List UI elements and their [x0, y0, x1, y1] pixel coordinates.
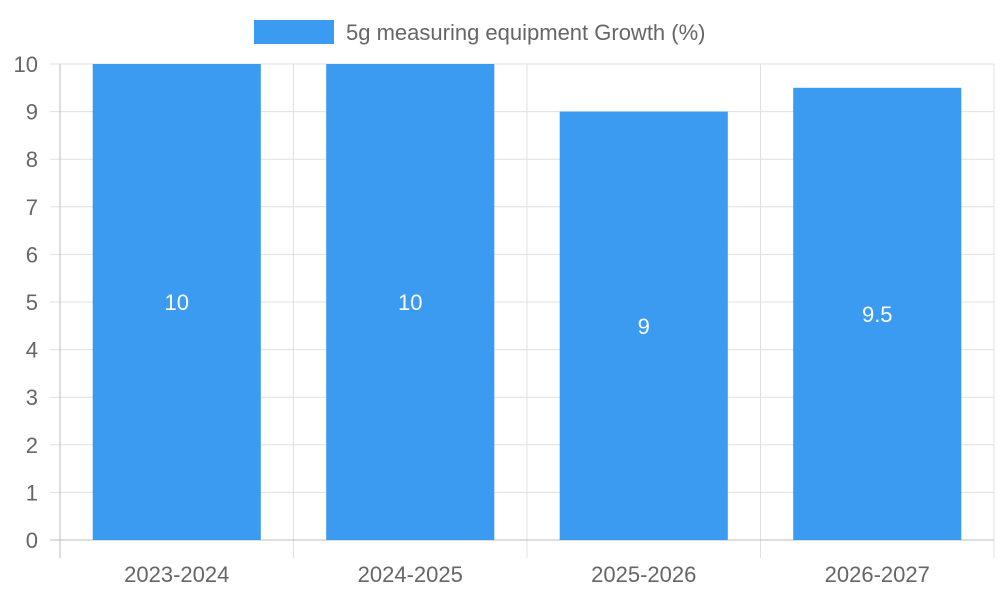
legend-swatch[interactable] [254, 20, 334, 44]
bar[interactable] [92, 64, 261, 540]
bar-series [92, 64, 962, 541]
y-tick-label: 0 [26, 528, 38, 553]
y-tick-label: 4 [26, 338, 38, 363]
bar-data-labels: 10 10 9 9.5 [165, 290, 893, 339]
y-tick-label: 3 [26, 385, 38, 410]
y-tick-label: 10 [14, 52, 38, 77]
y-axis-tick-labels: 0 1 2 3 4 5 6 7 8 9 10 [14, 52, 38, 553]
x-axis-tick-labels: 2023-2024 2024-2025 2025-2026 2026-2027 [124, 562, 930, 587]
x-tick-label: 2023-2024 [124, 562, 229, 587]
y-tick-label: 9 [26, 100, 38, 125]
bar-value-label: 10 [398, 290, 422, 315]
legend-label[interactable]: 5g measuring equipment Growth (%) [346, 20, 706, 45]
x-tick-label: 2024-2025 [358, 562, 463, 587]
bar[interactable] [559, 111, 728, 540]
y-tick-label: 1 [26, 480, 38, 505]
x-tick-label: 2025-2026 [591, 562, 696, 587]
y-tick-label: 2 [26, 433, 38, 458]
y-tick-label: 8 [26, 147, 38, 172]
bar-value-label: 10 [165, 290, 189, 315]
x-tick-label: 2026-2027 [825, 562, 930, 587]
bar-value-label: 9 [638, 314, 650, 339]
y-tick-label: 7 [26, 195, 38, 220]
y-tick-label: 6 [26, 242, 38, 267]
bar[interactable] [326, 64, 495, 540]
bar-value-label: 9.5 [862, 302, 893, 327]
bar[interactable] [793, 87, 962, 541]
legend[interactable]: 5g measuring equipment Growth (%) [254, 20, 706, 45]
y-tick-label: 5 [26, 290, 38, 315]
